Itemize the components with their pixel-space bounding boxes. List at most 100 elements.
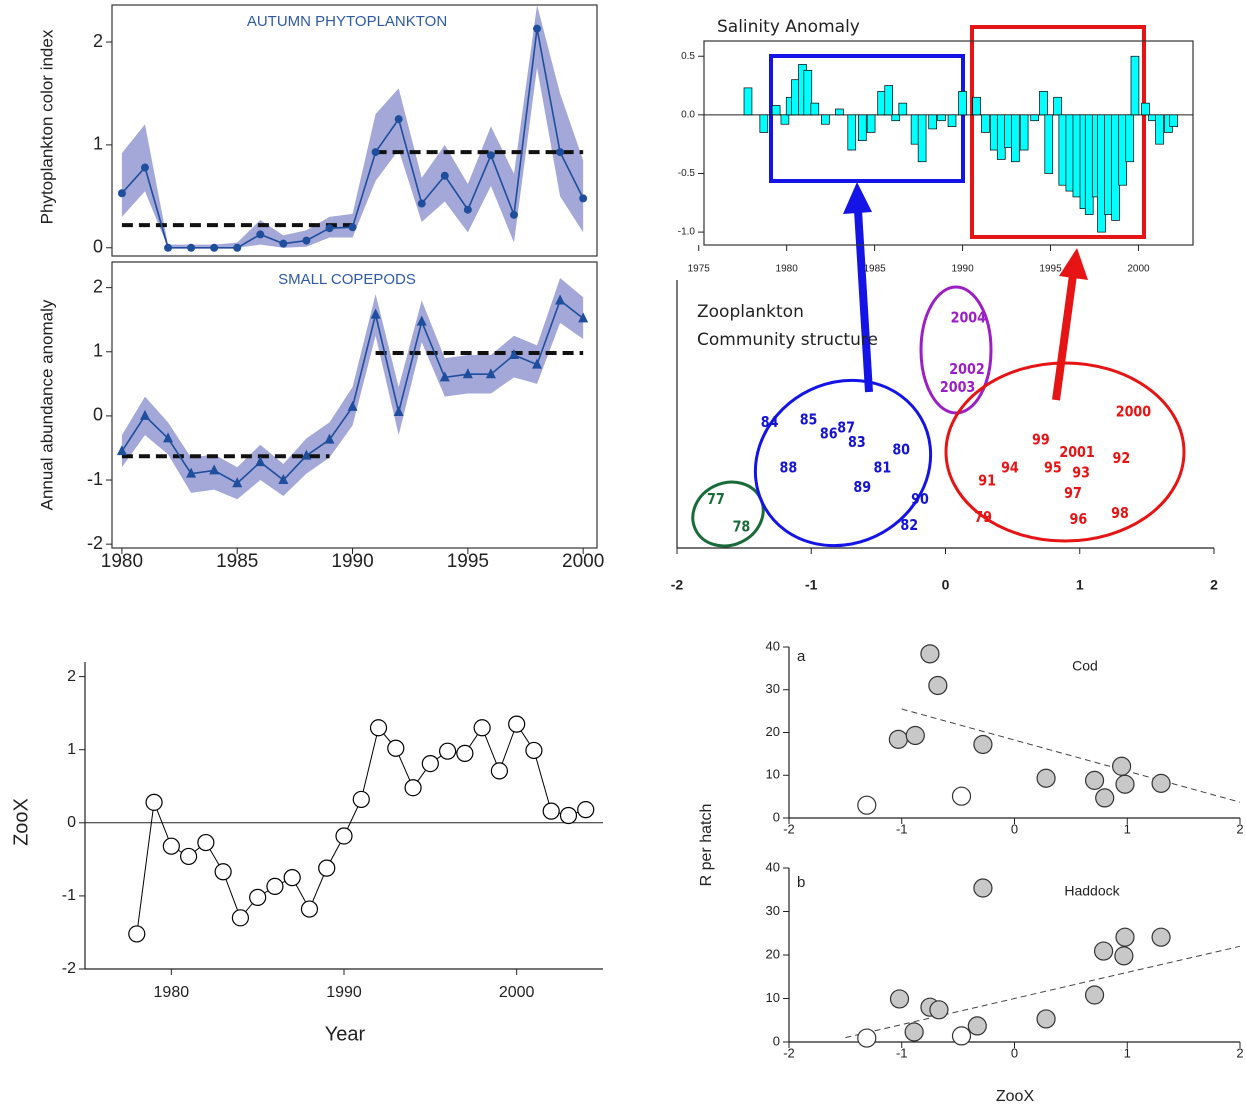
bar <box>1155 114 1164 145</box>
x-tick-label: -1 <box>896 1045 908 1060</box>
bar <box>743 87 753 116</box>
point-label: 92 <box>1113 450 1131 467</box>
marker <box>186 467 197 478</box>
marker <box>162 837 180 855</box>
trend-line <box>901 708 1241 803</box>
point-label: 2004 <box>951 310 987 327</box>
point <box>1112 756 1132 776</box>
subtitle: Community structure <box>697 330 878 350</box>
marker <box>210 243 219 252</box>
point-label: 2001 <box>1059 444 1094 461</box>
group-ellipse <box>691 480 765 548</box>
title: Salinity Anomaly <box>717 17 860 37</box>
point <box>1084 985 1105 1005</box>
point-label: 97 <box>1064 485 1082 502</box>
marker <box>462 368 473 379</box>
chart-panel: -2 -1 0 1 2 1980 1985 1990 1995 2000 SMALL COPEPOD… <box>37 261 604 572</box>
x-tick-label: 0 <box>1011 1045 1018 1060</box>
bar <box>803 69 813 116</box>
title: SMALL COPEPODS <box>278 271 416 288</box>
x-label: Year <box>325 1023 366 1045</box>
bar <box>1044 114 1054 174</box>
bar <box>917 114 927 163</box>
point <box>973 734 993 755</box>
y-tick-label: 1 <box>67 741 76 758</box>
x-tick-label: 1995 <box>447 551 489 572</box>
bar <box>847 114 857 151</box>
point-label: 2002 <box>949 361 984 378</box>
x-tick-label: 1990 <box>331 551 373 572</box>
bar <box>1053 96 1062 116</box>
marker <box>394 115 403 124</box>
y-tick-label: 30 <box>766 903 780 918</box>
marker <box>283 869 301 887</box>
marker <box>416 315 427 326</box>
marker <box>463 205 472 214</box>
marker <box>128 925 146 943</box>
panel-label: b <box>797 874 805 891</box>
point-label: 93 <box>1072 464 1090 481</box>
point-label: 2003 <box>940 379 975 396</box>
bar <box>1141 102 1150 116</box>
point <box>1036 768 1056 788</box>
y-label: ZooX <box>10 798 32 846</box>
y-tick-label: -1 <box>87 469 103 489</box>
point-label: 95 <box>1044 460 1062 477</box>
y-tick-label: 0.5 <box>681 51 695 62</box>
bar <box>1130 55 1140 116</box>
marker <box>485 368 496 379</box>
bar <box>1030 114 1039 122</box>
y-tick-label: 2 <box>93 31 103 51</box>
x-tick-label: 1 <box>1124 1045 1131 1060</box>
point <box>1093 941 1114 961</box>
y-tick-label: 10 <box>766 990 780 1005</box>
marker <box>533 24 542 33</box>
marker <box>509 210 518 219</box>
y-label: Phytoplankton color index <box>37 29 56 224</box>
point-label: 96 <box>1070 511 1088 528</box>
y-tick-label: 0 <box>67 814 76 831</box>
point <box>857 795 877 815</box>
x-tick-label: -2 <box>783 1045 795 1060</box>
marker <box>197 833 215 852</box>
y-tick-label: 40 <box>766 638 780 653</box>
point-label: 80 <box>892 442 910 459</box>
marker <box>532 358 543 369</box>
chart-panel: -2 -1 0 1 2 1980 1990 2000 Year ZooX <box>10 662 603 1045</box>
marker <box>300 900 319 918</box>
marker <box>371 148 380 157</box>
point <box>928 675 948 696</box>
point-label: 90 <box>911 491 929 508</box>
y-tick-label: 2 <box>93 276 103 296</box>
x-tick-label: -2 <box>783 821 795 836</box>
point-label: 88 <box>780 460 798 477</box>
marker <box>279 239 288 248</box>
x-tick-label: -1 <box>805 577 818 593</box>
marker <box>439 742 457 760</box>
y-tick-label: -0.5 <box>678 168 696 179</box>
marker <box>232 477 243 488</box>
point <box>929 1000 949 1020</box>
chart-panel: 0.5 0.0 -0.5 -1.0 1975 1980 1985 1990 1995 2000 Sa… <box>678 17 1194 275</box>
marker <box>525 741 543 760</box>
y-tick-label: -2 <box>62 960 76 977</box>
y-tick-label: 10 <box>766 767 780 782</box>
point-label: 82 <box>900 517 918 534</box>
point-label: 77 <box>707 491 725 508</box>
x-tick-label: 2 <box>1210 577 1218 593</box>
marker <box>555 294 566 305</box>
x-tick-label: 1990 <box>951 264 974 275</box>
x-tick-label: 1 <box>1124 821 1131 836</box>
point <box>973 878 993 898</box>
x-tick-label: 1975 <box>688 264 711 275</box>
x-tick-label: -2 <box>671 577 684 593</box>
y-label: Annual abundance anomaly <box>37 299 56 510</box>
x-tick-label: 1995 <box>1039 264 1062 275</box>
chart-panel: 0 10 20 30 40 -2 -1 0 1 2 a Cod <box>766 638 1244 836</box>
marker <box>473 719 491 737</box>
point <box>1036 1009 1056 1029</box>
bar <box>958 91 967 116</box>
marker <box>187 243 196 252</box>
